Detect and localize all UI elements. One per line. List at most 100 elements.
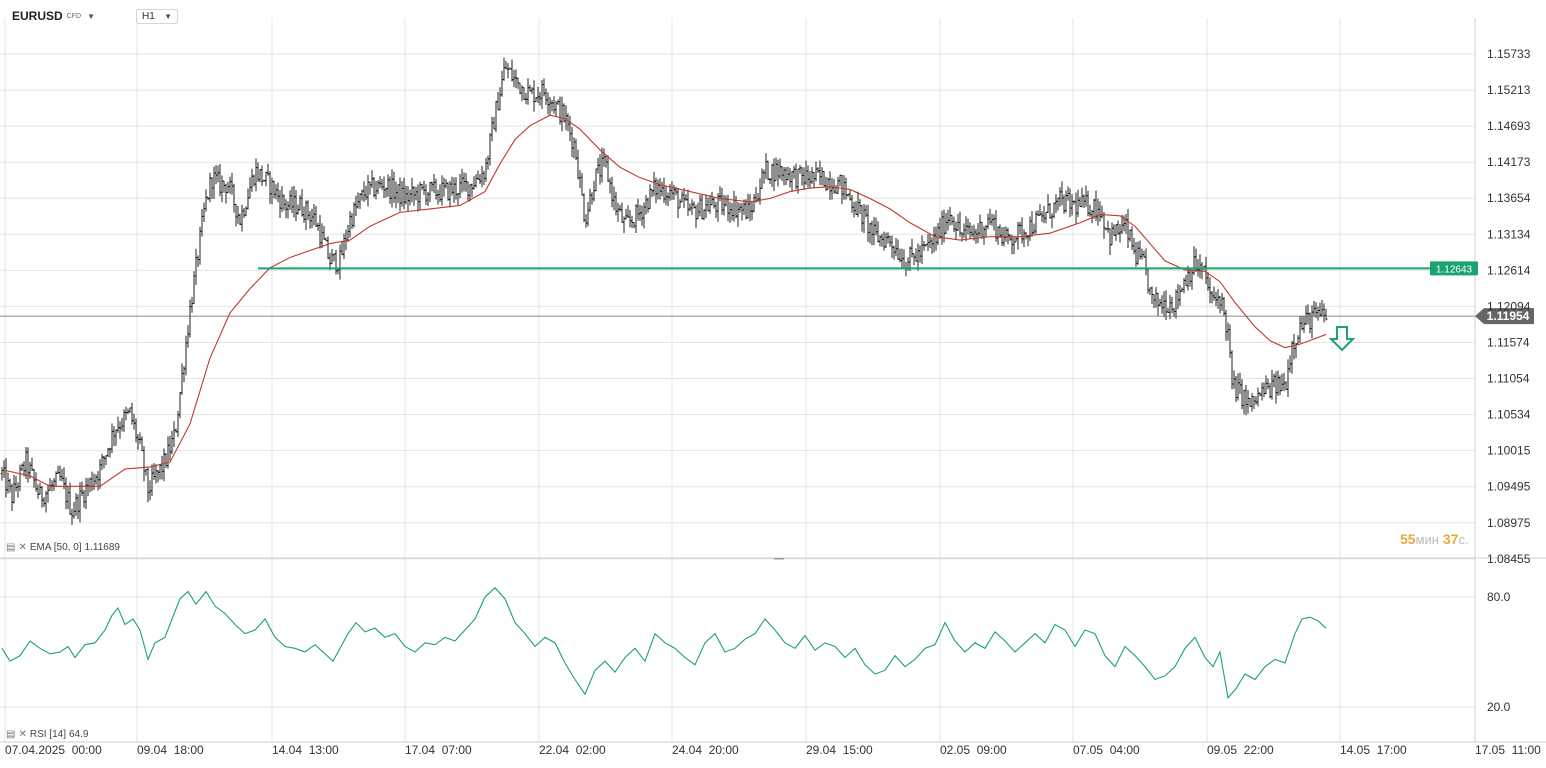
ohlc-bar [992,214,996,231]
ohlc-bar [974,228,978,244]
price-axis-label: 1.13654 [1487,191,1531,205]
ohlc-bar [398,177,402,212]
ohlc-bar [1110,222,1114,246]
close-icon[interactable]: ✕ [18,542,27,553]
close-icon[interactable]: ✕ [18,729,27,740]
ohlc-bar [714,201,718,219]
ohlc-bar [836,176,840,194]
ohlc-bar [514,69,518,89]
ohlc-bar [562,103,566,123]
ohlc-bar [352,202,356,228]
ohlc-bar [470,183,474,198]
ohlc-bar [832,178,836,194]
ohlc-bar [566,113,570,132]
ohlc-bar [598,154,602,185]
price-axis-label: 1.10534 [1487,408,1531,422]
ohlc-bar [1150,286,1154,305]
ohlc-bar [326,236,330,260]
ohlc-bar [654,177,658,204]
ohlc-bar [290,186,294,214]
ohlc-bar [652,171,656,197]
ohlc-bar [888,235,892,247]
ohlc-bar [1164,290,1168,321]
ohlc-bar [400,181,404,207]
ohlc-bar [484,157,488,182]
ema-indicator-legend: ▤ ✕ EMA [50, 0] 1.11689 [6,542,120,553]
ohlc-bar [194,248,198,285]
ohlc-bar [234,203,238,227]
ohlc-bar [490,116,494,142]
ohlc-bar [244,206,248,217]
ohlc-bar [198,226,202,265]
ohlc-bar [64,477,68,509]
ohlc-bar [280,186,284,213]
ohlc-bar [550,99,554,112]
ohlc-bar [874,217,878,236]
ohlc-bar [292,186,296,218]
ohlc-bar [316,222,320,231]
ohlc-bar [58,465,62,481]
menu-icon[interactable]: ▤ [6,729,16,740]
menu-icon[interactable]: ▤ [6,542,16,553]
ohlc-bar [908,246,912,271]
ohlc-bar [640,205,644,226]
instrument-type: CFD [66,12,82,20]
ohlc-bar [544,88,548,105]
rsi-label: RSI [14] [29,729,66,740]
ohlc-bar [1014,237,1018,243]
ohlc-bar [894,237,898,257]
rsi-axis-label: 80.0 [1487,590,1511,604]
ohlc-bar [282,194,286,211]
ohlc-bar [1092,198,1096,219]
ohlc-bar [890,235,894,259]
ohlc-bar [860,205,864,232]
ohlc-bar [792,165,796,179]
ohlc-bar [496,91,500,111]
timeframe-dropdown[interactable]: H1 ▼ [136,9,178,24]
ohlc-bar [190,297,194,313]
ohlc-bar [388,176,392,204]
ohlc-bar [1186,265,1190,291]
chevron-down-icon[interactable]: ▼ [87,11,95,21]
ohlc-bar [330,248,334,265]
ohlc-bar [302,206,306,223]
ohlc-bar [556,99,560,105]
ohlc-bar [1142,250,1146,258]
ohlc-bar [1060,181,1064,206]
ohlc-bar [1048,203,1052,219]
ohlc-bar [596,158,600,174]
time-axis-label: 14.05 17:00 [1340,743,1407,757]
ohlc-bar [634,204,638,233]
ohlc-bar [1298,315,1302,344]
timer-seconds-unit: с. [1458,532,1469,547]
ohlc-bar [730,203,734,221]
ohlc-bar [988,208,992,225]
ohlc-bar [454,177,458,200]
ohlc-bar [1040,211,1044,222]
ohlc-bar [1050,213,1054,229]
ohlc-bar [772,158,776,191]
ohlc-bar [1056,197,1060,211]
time-axis-label: 22.04 02:00 [539,743,606,757]
ohlc-bar [440,175,444,206]
ohlc-bar [1284,380,1288,391]
timeframe-value: H1 [142,11,155,22]
ohlc-bar [188,299,192,338]
ohlc-bar [840,174,844,205]
ohlc-bar [738,203,742,213]
ohlc-bar [728,201,732,224]
ohlc-bar [690,199,694,216]
ohlc-bar [820,167,824,186]
ohlc-bar [788,167,792,188]
time-axis-label: 24.04 20:00 [672,743,739,757]
price-axis-label: 1.10015 [1487,444,1531,458]
ohlc-bar [356,192,360,209]
ohlc-bar [660,181,664,197]
symbol-selector[interactable]: EURUSD CFD ▼ [12,9,95,23]
ohlc-bar [620,202,624,223]
ema-label: EMA [50, 0] [29,542,82,553]
ohlc-bar [458,174,462,199]
time-axis-label: 09.05 22:00 [1207,743,1274,757]
ohlc-bar [430,181,434,192]
